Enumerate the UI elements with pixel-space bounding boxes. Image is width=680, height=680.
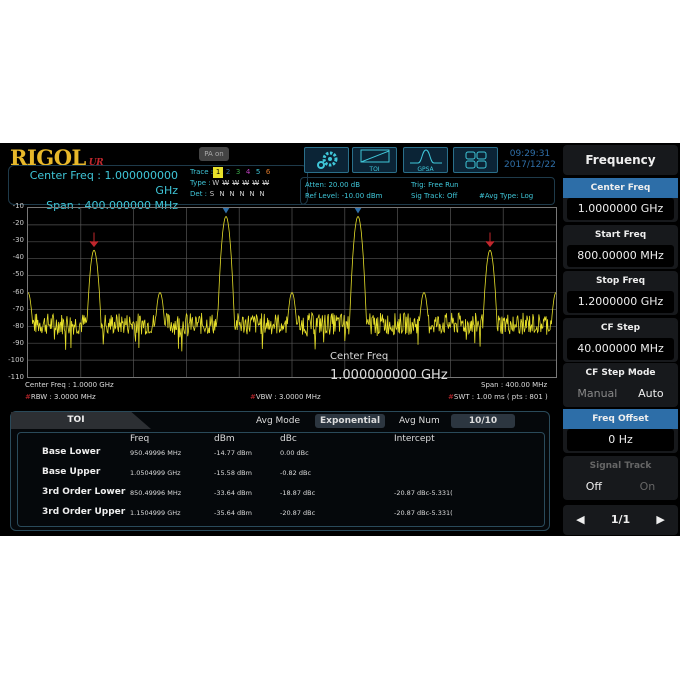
- y-tick-label: -80: [12, 321, 24, 330]
- det-6[interactable]: N: [259, 190, 265, 198]
- y-tick-label: -30: [12, 236, 24, 245]
- measure-settings: Atten: 20.00 dB Ref Level: -10.00 dBm Tr…: [300, 177, 555, 205]
- span-readout: Span : 400.000000 MHz: [46, 199, 178, 212]
- toi-row-dbm: -35.64 dBm: [214, 509, 252, 517]
- menu-stop-freq-button[interactable]: Stop Freq 1.2000000 GHz: [563, 271, 678, 315]
- gpsa-mode-button[interactable]: GPSA: [403, 147, 448, 173]
- toi-row-dbc: 0.00 dBc: [280, 449, 309, 457]
- det-5[interactable]: N: [249, 190, 255, 198]
- trace-5[interactable]: 5: [255, 168, 261, 176]
- spectrum-plot[interactable]: [27, 207, 557, 378]
- prev-page-arrow-icon[interactable]: ◀: [576, 513, 585, 526]
- toi-row-dbm: -33.64 dBm: [214, 489, 252, 497]
- trace-1-line: [28, 215, 556, 352]
- layout-grid-icon: [465, 151, 486, 169]
- marker[interactable]: [485, 232, 495, 248]
- toi-table: Freq dBm dBc Intercept Base Lower 950.499…: [17, 432, 545, 527]
- toi-row-freq: 850.49996 MHz: [130, 489, 182, 497]
- toi-row-freq: 1.0504999 GHz: [130, 469, 181, 477]
- toi-row-dbm: -14.77 dBm: [214, 449, 252, 457]
- center-freq-overlay: Center Freq 1.000000000 GHz: [330, 351, 448, 383]
- clock: 09:29:31 2017/12/22: [504, 149, 556, 170]
- trace-2[interactable]: 2: [225, 168, 231, 176]
- toi-row-freq: 1.1504999 GHz: [130, 509, 181, 517]
- menu-start-freq-button[interactable]: Start Freq 800.00000 MHz: [563, 224, 678, 269]
- toi-row-intercept: -20.87 dBc-5.331(: [394, 489, 453, 497]
- type-3[interactable]: W: [232, 179, 240, 187]
- toi-mode-icon: [360, 149, 389, 163]
- vbw-readout[interactable]: #VBW : 3.0000 MHz: [250, 393, 321, 401]
- toi-row-dbc: -18.87 dBc: [280, 489, 316, 497]
- y-tick-label: -90: [12, 338, 24, 347]
- y-tick-label: -60: [12, 287, 24, 296]
- toi-row-dbc: -20.87 dBc: [280, 509, 316, 517]
- det-1[interactable]: S: [209, 190, 215, 198]
- settings-gear-icon: [316, 151, 337, 169]
- type-1[interactable]: W: [212, 179, 220, 187]
- swt-readout[interactable]: #SWT : 1.00 ms ( pts : 801 ): [448, 393, 548, 401]
- y-tick-label: -20: [12, 219, 24, 228]
- rbw-readout[interactable]: #RBW : 3.0000 MHz: [25, 393, 96, 401]
- freq-info-box: [8, 165, 308, 205]
- avg-mode-value[interactable]: Exponential: [315, 414, 386, 428]
- toi-row-label: 3rd Order Lower: [42, 487, 126, 497]
- marker[interactable]: [89, 232, 99, 248]
- toi-row-label: Base Upper: [42, 467, 101, 477]
- footer-center-freq: Center Freq : 1.0000 GHz: [25, 381, 114, 389]
- toi-row-freq: 950.49996 MHz: [130, 449, 182, 457]
- det-3[interactable]: N: [229, 190, 235, 198]
- menu-cf-step-button[interactable]: CF Step 40.000000 MHz: [563, 317, 678, 362]
- gpsa-mode-icon: [409, 149, 442, 164]
- toi-row-dbc: -0.82 dBc: [280, 469, 312, 477]
- pa-on-indicator[interactable]: PA on: [199, 147, 229, 161]
- footer-span: Span : 400.00 MHz: [481, 381, 548, 389]
- tab-toi[interactable]: TOI: [11, 412, 151, 429]
- type-5[interactable]: W: [252, 179, 260, 187]
- toi-mode-button[interactable]: TOI: [352, 147, 397, 173]
- type-2[interactable]: W: [222, 179, 230, 187]
- type-6[interactable]: W: [262, 179, 270, 187]
- freq-summary: Center Freq : 1.000000000 GHz Span : 400…: [18, 168, 178, 213]
- trace-6[interactable]: 6: [265, 168, 271, 176]
- settings-button[interactable]: [304, 147, 349, 173]
- y-tick-label: -110: [8, 373, 24, 381]
- marker[interactable]: [354, 208, 362, 214]
- toi-row-dbm: -15.58 dBm: [214, 469, 252, 477]
- y-tick-label: -100: [8, 355, 24, 364]
- freq-offset-button[interactable]: Freq Offset 0 Hz: [563, 409, 678, 453]
- y-tick-label: -50: [12, 270, 24, 279]
- toi-row-label: 3rd Order Upper: [42, 507, 126, 517]
- trace-1[interactable]: 1: [213, 167, 224, 178]
- marker[interactable]: [222, 208, 230, 214]
- toi-row-label: Base Lower: [42, 447, 101, 457]
- menu-center-freq-button[interactable]: Center Freq 1.0000000 GHz: [563, 178, 678, 222]
- avg-num-value[interactable]: 10/10: [451, 414, 515, 428]
- signal-track-button[interactable]: Signal Track Off On: [563, 456, 678, 500]
- y-tick-label: -10: [12, 202, 24, 210]
- trace-3[interactable]: 3: [235, 168, 241, 176]
- menu-pager: ◀ 1/1 ▶: [563, 505, 678, 535]
- type-4[interactable]: W: [242, 179, 250, 187]
- center-freq-readout: Center Freq : 1.000000000 GHz: [29, 169, 178, 197]
- layout-button[interactable]: [453, 147, 498, 173]
- menu-title: Frequency: [563, 145, 678, 175]
- det-4[interactable]: N: [239, 190, 245, 198]
- cf-step-mode-button[interactable]: CF Step Mode Manual Auto: [563, 363, 678, 407]
- y-tick-label: -40: [12, 253, 24, 262]
- next-page-arrow-icon[interactable]: ▶: [656, 513, 665, 526]
- trace-4[interactable]: 4: [245, 168, 251, 176]
- det-2[interactable]: N: [219, 190, 225, 198]
- toi-row-intercept: -20.87 dBc-5.331(: [394, 509, 453, 517]
- toi-results-panel: TOI Avg Mode Exponential Avg Num 10/10 F…: [10, 411, 550, 531]
- y-tick-label: -70: [12, 304, 24, 313]
- analyzer-screen: RIGOL UR PA on Center Freq : 1.000000000 …: [0, 143, 680, 536]
